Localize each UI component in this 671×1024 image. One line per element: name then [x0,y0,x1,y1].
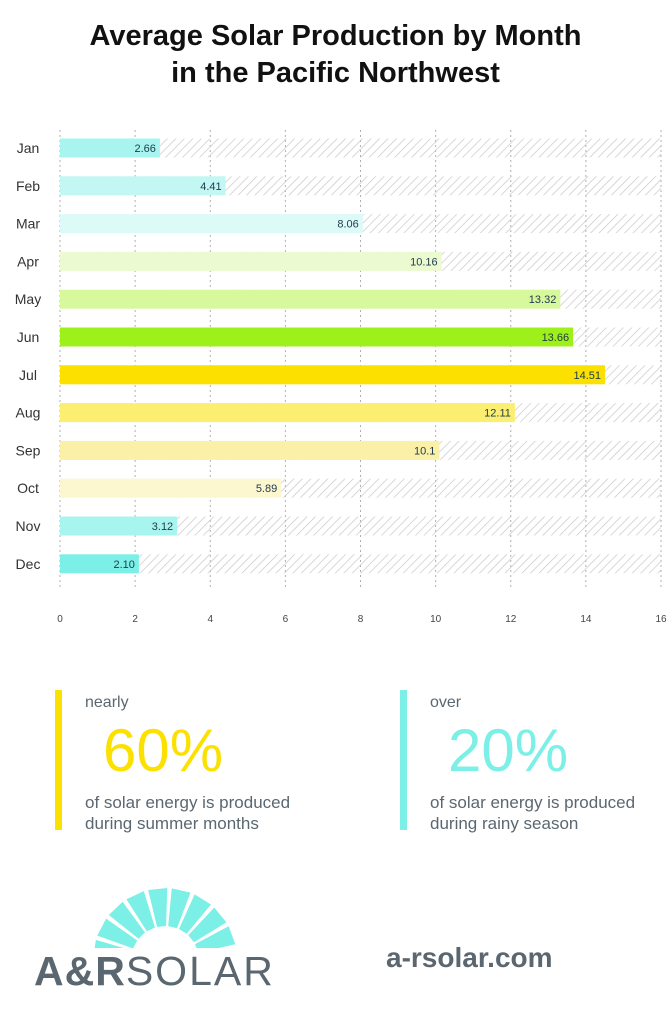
x-tick-label: 10 [430,614,442,625]
data-label: 8.06 [337,219,358,231]
bar-mar [60,214,363,234]
bar-track [60,138,661,158]
data-label: 2.10 [113,559,134,571]
stat-desc-line: of solar energy is produced [85,793,291,812]
x-tick-label: 0 [57,614,63,625]
sun-ray [126,891,156,932]
data-label: 5.89 [256,483,277,495]
bar-jul [60,365,606,385]
stat-description: of solar energy is produced during summer… [85,792,345,834]
x-tick-label: 14 [580,614,592,625]
category-label: Jun [17,329,40,345]
category-label: Aug [16,405,41,421]
bar-track [60,516,661,536]
bar-may [60,289,561,309]
stat-desc-line: during rainy season [430,814,579,833]
sun-logo-icon [94,888,236,948]
category-label: Apr [17,253,39,269]
category-label: Mar [16,216,40,232]
logo-wordmark: A&RSOLAR [34,948,275,995]
x-tick-label: 4 [207,614,213,625]
stat-value: 60% [103,717,224,784]
category-label: Jul [19,367,37,383]
stat-desc-line: of solar energy is produced [430,793,636,812]
data-label: 3.12 [152,521,173,533]
data-label: 10.16 [410,256,438,268]
bar-aug [60,403,515,423]
data-label: 10.1 [414,445,435,457]
bar-jun [60,327,574,347]
sun-ray [188,907,227,943]
sun-ray [195,926,236,948]
website-url[interactable]: a-rsolar.com [386,942,553,973]
stat-accent-bar [55,690,62,830]
stat-rainy: over 20% of solar energy is produced duri… [400,690,660,833]
logo-bold: A&R [34,948,126,994]
bar-apr [60,251,442,271]
stat-accent-bar [400,690,407,830]
category-label: Sep [16,442,41,458]
bar-sep [60,440,440,460]
bar-feb [60,176,226,196]
title-line-1: Average Solar Production by Month [89,20,582,52]
data-label: 4.41 [200,181,221,193]
data-label: 13.32 [529,294,557,306]
stat-value: 20% [448,717,569,784]
category-label: May [15,291,41,307]
category-label: Feb [16,178,40,194]
stat-desc-line: during summer months [85,814,259,833]
sun-ray [178,894,211,934]
sun-ray [94,939,124,948]
logo-light: SOLAR [125,948,275,994]
bar-dec [60,554,139,574]
data-label: 13.66 [542,332,570,344]
bar-oct [60,478,282,498]
chart-title: Average Solar Production by Month in the… [0,18,671,92]
sun-ray [148,888,168,927]
bar-track [60,554,661,574]
sun-ray [108,901,146,939]
category-label: Oct [17,480,39,496]
sun-ray [168,888,191,929]
data-label: 12.11 [484,408,511,420]
stat-summer: nearly 60% of solar energy is produced du… [55,690,355,833]
title-line-2: in the Pacific Northwest [171,57,500,89]
stat-description: of solar energy is produced during rainy … [430,792,671,834]
category-label: Dec [16,556,41,572]
x-tick-label: 16 [655,614,667,625]
data-label: 14.51 [574,370,602,382]
x-tick-label: 8 [358,614,364,625]
sun-ray [97,918,138,948]
stat-prefix: over [430,694,462,711]
x-tick-label: 6 [283,614,289,625]
x-tick-label: 12 [505,614,517,625]
category-label: Nov [16,518,41,534]
bar-nov [60,516,178,536]
category-label: Jan [17,140,40,156]
data-label: 2.66 [134,143,155,155]
x-tick-label: 2 [132,614,138,625]
stat-prefix: nearly [85,694,129,711]
bar-jan [60,138,160,158]
bar-chart: 2.66Jan4.41Feb8.06Mar10.16Apr13.32May13.… [15,130,667,625]
